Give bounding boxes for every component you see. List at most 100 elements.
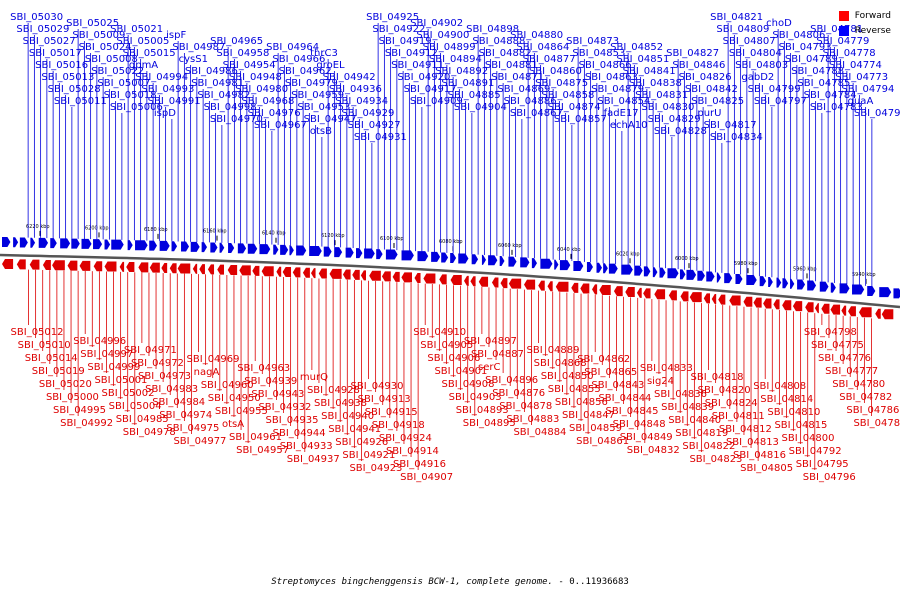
reverse-gene-label: SBI_05022 — [91, 66, 144, 77]
reverse-gene-arrow — [111, 239, 124, 250]
reverse-gene-arrow — [852, 284, 865, 295]
reverse-gene-arrow — [181, 241, 190, 252]
reverse-gene-label: SBI_05013 — [41, 72, 94, 83]
reverse-gene-label: SBI_05021 — [110, 24, 163, 35]
forward-gene-label: SBI_04814 — [760, 394, 813, 405]
forward-gene-label: SBI_04865 — [584, 367, 637, 378]
forward-gene-arrow — [491, 277, 499, 288]
reverse-gene-arrow — [323, 246, 332, 257]
forward-gene-label: murQ — [300, 372, 328, 383]
forward-gene-arrow — [763, 298, 772, 309]
forward-gene-label: SBI_04833 — [640, 363, 693, 374]
reverse-gene-arrow — [716, 272, 721, 283]
forward-gene-label: SBI_04897 — [464, 336, 517, 347]
reverse-gene-arrow — [782, 278, 789, 289]
forward-gene-label: SBI_04938 — [314, 398, 367, 409]
forward-gene-label: SBI_05002 — [102, 388, 155, 399]
forward-gene-label: SBI_04861 — [576, 436, 629, 447]
forward-gene-arrow — [841, 305, 847, 316]
forward-gene-label: SBI_04957 — [236, 445, 289, 456]
reverse-gene-label: purU — [697, 108, 721, 119]
forward-gene-arrow — [478, 276, 489, 287]
forward-gene-label: SBI_04843 — [591, 380, 644, 391]
forward-gene-label: SBI_04810 — [767, 407, 820, 418]
reverse-gene-label: SBI_04991 — [148, 96, 201, 107]
forward-gene-label: SBI_04913 — [358, 394, 411, 405]
reverse-gene-label: SBI_04774 — [829, 60, 882, 71]
reverse-gene-label: SBI_05027 — [23, 36, 76, 47]
forward-gene-arrow — [67, 260, 78, 271]
forward-gene-label: SBI_04776 — [818, 353, 871, 364]
forward-gene-label: SBI_04972 — [131, 358, 184, 369]
forward-gene-arrow — [126, 262, 135, 273]
reverse-gene-label: SBI_04966 — [272, 54, 325, 65]
forward-gene-label: SBI_04878 — [499, 401, 552, 412]
forward-gene-label: SBI_04850 — [541, 371, 594, 382]
reverse-gene-arrow — [554, 259, 559, 270]
legend-label-forward: Forward — [854, 10, 891, 21]
reverse-gene-label: SBI_05018 — [104, 90, 157, 101]
forward-gene-label: SBI_04884 — [513, 427, 566, 438]
reverse-gene-arrow — [135, 240, 148, 251]
reverse-gene-label: SBI_04968 — [241, 96, 294, 107]
forward-gene-arrow — [360, 270, 367, 281]
forward-gene-arrow — [104, 261, 117, 272]
legend: Forward Reverse — [838, 8, 891, 38]
reverse-gene-arrow — [219, 242, 225, 253]
forward-gene-arrow — [881, 309, 894, 320]
reverse-gene-label: SBI_04958 — [216, 48, 269, 59]
reverse-gene-label: SBI_04854 — [597, 96, 650, 107]
forward-gene-label: SBI_04996 — [73, 336, 126, 347]
forward-gene-arrow — [302, 267, 310, 278]
forward-gene-label: SBI_04811 — [712, 411, 765, 422]
reverse-gene-label: SBI_05025 — [66, 18, 119, 29]
reverse-gene-label: SBI_04864 — [516, 42, 569, 53]
forward-gene-label: SBI_04775 — [811, 340, 864, 351]
reverse-gene-label: SBI_05028 — [48, 84, 101, 95]
forward-gene-arrow — [508, 278, 522, 289]
reverse-gene-arrow — [893, 288, 900, 299]
ruler-label: 6060 kbp — [498, 243, 522, 249]
forward-gene-label: SBI_04795 — [796, 459, 849, 470]
forward-gene-label: SBI_04832 — [627, 445, 680, 456]
reverse-gene-arrow — [879, 287, 892, 298]
ruler-label: 6220 kbp — [26, 224, 50, 230]
forward-gene-arrow — [805, 302, 814, 313]
forward-gene-arrow — [42, 259, 51, 270]
reverse-gene-arrow — [2, 237, 11, 248]
forward-gene-label: SBI_04910 — [413, 327, 466, 338]
forward-gene-label: SBI_04812 — [719, 424, 772, 435]
reverse-gene-label: SBI_05016 — [35, 60, 88, 71]
forward-gene-label: SBI_05019 — [32, 366, 85, 377]
reverse-gene-label: SBI_04894 — [429, 54, 482, 65]
forward-gene-label: SBI_04889 — [527, 345, 580, 356]
reverse-gene-label: SBI_04998 — [204, 102, 257, 113]
reverse-gene-label: SBI_04911 — [391, 60, 444, 71]
forward-gene-arrow — [538, 280, 545, 291]
forward-gene-label: SBI_04796 — [803, 472, 856, 483]
forward-gene-label: SBI_04908 — [442, 379, 495, 390]
reverse-gene-arrow — [697, 270, 705, 281]
reverse-gene-label: gabD2 — [741, 72, 774, 83]
reverse-gene-label: SBI_05008 — [85, 54, 138, 65]
reverse-gene-arrow — [309, 246, 322, 257]
reverse-gene-label: SBI_04817 — [704, 120, 757, 131]
forward-gene-label: SBI_04819 — [675, 428, 728, 439]
forward-gene-label: SBI_04933 — [280, 441, 333, 452]
reverse-gene-arrow — [596, 262, 603, 273]
forward-gene-label: SBI_04975 — [166, 423, 219, 434]
forward-gene-arrow — [227, 265, 238, 276]
forward-gene-label: SBI_04973 — [138, 371, 191, 382]
forward-gene-arrow — [239, 265, 251, 276]
reverse-gene-label: SBI_04912 — [385, 48, 438, 59]
forward-gene-label: SBI_05014 — [25, 353, 78, 364]
forward-gene-label: SBI_04907 — [400, 472, 453, 483]
forward-gene-label: otsA — [222, 419, 244, 430]
reverse-gene-arrow — [345, 247, 354, 258]
reverse-gene-arrow — [376, 249, 383, 260]
forward-gene-label: SBI_04845 — [606, 406, 659, 417]
reverse-gene-label: SBI_04830 — [641, 102, 694, 113]
forward-gene-arrow — [547, 281, 553, 292]
reverse-gene-label: SBI_04834 — [710, 132, 763, 143]
reverse-gene-arrow — [621, 264, 633, 275]
